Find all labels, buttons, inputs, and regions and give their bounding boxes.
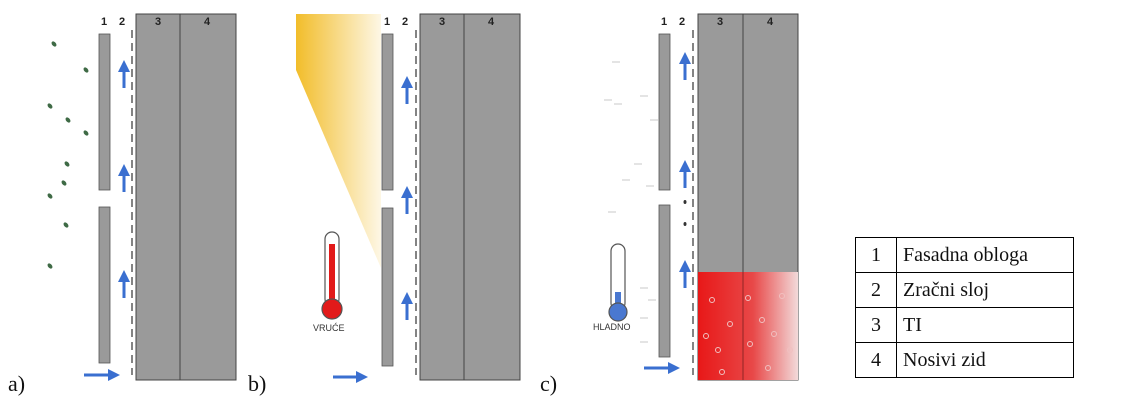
cold-air-marks <box>604 61 658 343</box>
num-2-c: 2 <box>679 16 685 28</box>
sun-beam <box>296 14 381 268</box>
condensation-zone <box>698 272 798 380</box>
legend-value: TI <box>896 307 1074 343</box>
panel-b: VRUĆE 1 2 3 4 b) <box>248 13 521 396</box>
thermometer-hot-icon <box>321 231 343 320</box>
num-2-b: 2 <box>402 16 408 28</box>
legend-row: 4 Nosivi zid <box>855 342 1074 378</box>
panel-c: HLADNO 1 2 3 4 <box>540 13 799 396</box>
legend-row: 2 Zračni sloj <box>855 272 1074 308</box>
legend-value: Nosivi zid <box>896 342 1074 378</box>
num-1-c: 1 <box>661 16 667 28</box>
num-4-c: 4 <box>767 16 774 28</box>
inlet-arrow-c <box>644 362 680 374</box>
legend-key: 1 <box>855 237 897 273</box>
num-2-a: 2 <box>119 16 125 28</box>
legend-key: 2 <box>855 272 897 308</box>
legend-row: 1 Fasadna obloga <box>855 237 1074 273</box>
legend-table: 1 Fasadna obloga 2 Zračni sloj 3 TI 4 No… <box>855 237 1074 378</box>
cladding-upper-b <box>381 33 394 191</box>
num-3-c: 3 <box>717 16 723 28</box>
cladding-lower-a <box>98 206 111 364</box>
num-3-a: 3 <box>155 16 161 28</box>
panel-a: 1 2 3 4 a) <box>8 13 237 396</box>
num-3-b: 3 <box>439 16 445 28</box>
num-4-b: 4 <box>488 16 495 28</box>
panel-label-a: a) <box>8 371 25 396</box>
panel-label-c: c) <box>540 371 557 396</box>
load-bearing-wall-a <box>179 13 237 381</box>
cladding-lower-c <box>658 204 671 358</box>
air-layer-droplets <box>683 200 687 267</box>
cladding-upper-c <box>658 33 671 191</box>
cladding-lower-b <box>381 207 394 367</box>
condensation-droplets <box>703 293 793 375</box>
thermometer-hot-label: VRUĆE <box>313 323 345 333</box>
panel-label-b: b) <box>248 371 266 396</box>
facade-diagram: 1 2 3 4 a) VRUĆE 1 2 <box>8 13 799 396</box>
insulation-b <box>419 13 465 381</box>
cladding-upper-a <box>98 33 111 191</box>
legend-key: 4 <box>855 342 897 378</box>
thermometer-cold-icon <box>608 243 628 322</box>
thermometer-cold-label: HLADNO <box>593 322 631 332</box>
legend-key: 3 <box>855 307 897 343</box>
legend-value: Fasadna obloga <box>896 237 1074 273</box>
airflow-arrows-b <box>401 76 413 320</box>
legend-value: Zračni sloj <box>896 272 1074 308</box>
insulation-a <box>135 13 181 381</box>
legend-row: 3 TI <box>855 307 1074 343</box>
num-1-b: 1 <box>384 16 390 28</box>
airflow-arrows-a <box>118 60 130 298</box>
airflow-arrows-c <box>679 52 691 288</box>
num-4-a: 4 <box>204 16 211 28</box>
inlet-arrow-b <box>333 371 368 383</box>
rain-drops-a <box>47 41 89 269</box>
load-bearing-wall-b <box>463 13 521 381</box>
num-1-a: 1 <box>101 16 107 28</box>
inlet-arrow-a <box>84 369 120 381</box>
